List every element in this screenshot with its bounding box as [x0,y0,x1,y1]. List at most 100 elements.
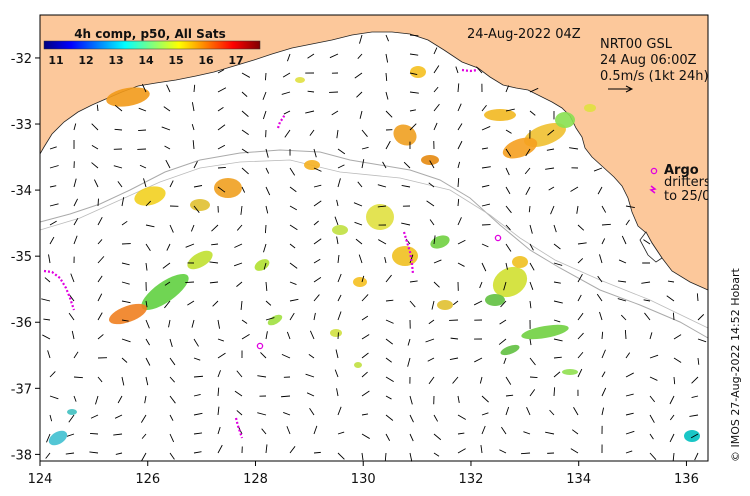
current-vector [697,357,700,365]
current-vector [264,224,267,234]
lat-tick-label: -37 [11,382,32,397]
sst-colorbar-ramp [43,40,261,50]
current-vector [361,334,370,340]
current-vector [529,281,534,290]
current-vector [433,47,438,55]
sst-colorbar-label: 12 [78,54,93,67]
sst-patch [187,250,213,270]
current-vector [191,123,195,131]
current-vector [409,72,418,76]
current-vector [601,238,606,245]
current-vector [624,329,627,340]
current-vector [193,393,201,397]
current-vector [121,197,125,207]
current-vector [217,124,226,131]
current-vector [696,293,699,302]
lon-tick-label: 134 [566,472,591,487]
current-vector [385,53,389,63]
current-vector [265,317,275,321]
current-vector [117,181,123,188]
land-mass [39,14,709,291]
sst-colorbar: 4h comp, p50, All Sats 11 12 13 14 15 16 17 [43,27,261,67]
current-vector [601,223,611,226]
shelf-contour [39,149,709,339]
current-vector [503,281,507,291]
sst-patch [512,256,528,268]
current-vector [409,53,419,56]
current-vector [457,161,461,169]
current-vector [357,181,363,188]
current-vector [409,414,414,423]
current-vector [433,259,442,264]
current-vector [289,446,296,454]
current-vector [337,431,345,435]
current-vector [481,203,491,207]
current-vector [241,129,249,136]
current-vector [449,357,459,360]
current-vector [313,200,322,207]
current-vector [428,182,435,188]
current-vector [164,300,171,309]
current-vector [667,280,675,283]
current-vector [262,110,267,120]
current-vector [313,220,319,226]
current-vector [233,262,243,267]
current-vector [337,148,346,155]
current-vector [457,448,466,454]
current-vector [240,300,243,310]
current-vector [145,338,151,346]
current-vector [452,300,459,306]
lat-tick-label: -38 [11,448,32,463]
sst-patch [584,104,596,112]
current-vector [577,224,585,231]
current-vector [257,412,267,416]
current-vector [480,444,483,454]
current-vector [241,91,248,97]
current-vector [356,91,363,98]
current-vector [241,148,249,154]
current-vector [452,376,459,384]
current-vector [505,376,512,385]
current-vector [217,444,223,454]
current-vector [121,300,131,304]
current-vector [262,91,267,100]
current-vector [643,239,651,245]
current-vector [89,451,99,454]
current-vector [97,239,103,245]
current-vector [457,262,465,267]
current-vector [145,300,148,308]
current-vector [553,387,556,397]
sst-patch [521,324,569,340]
current-vector [241,186,246,193]
current-vector [433,433,442,441]
current-vector [433,103,440,112]
current-vector [481,184,490,188]
current-vectors [41,34,707,462]
sst-patch [214,178,242,198]
current-vector [73,178,77,188]
current-vector [49,371,56,378]
current-vector [599,311,603,321]
current-vector [45,452,51,459]
current-vector [334,216,339,226]
current-vector [192,140,195,150]
lon-tick-label: 130 [351,472,376,487]
current-vector [577,242,587,245]
current-vector [241,167,249,175]
current-vector [505,262,508,270]
current-vector [409,300,416,308]
current-vector [361,433,370,439]
current-vector [378,239,387,245]
current-vector [529,262,535,271]
current-vector [359,110,363,119]
current-vector [529,338,532,346]
current-vector [384,452,387,462]
current-vector [457,395,460,404]
current-vector [261,428,267,435]
current-vector [313,312,316,321]
australian-coastline [39,14,709,291]
current-vector [337,254,340,264]
current-vector [377,205,387,208]
current-vector [553,356,562,359]
current-vector [505,148,512,157]
